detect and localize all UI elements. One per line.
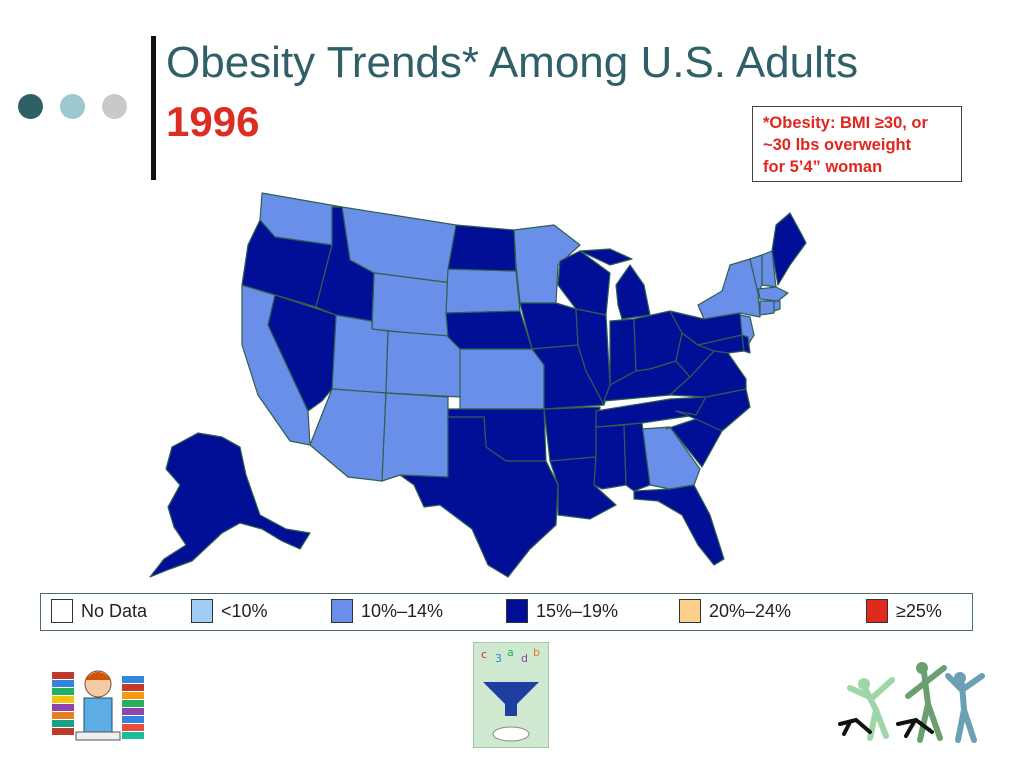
decorative-dots bbox=[18, 94, 127, 119]
state-south-carolina bbox=[665, 418, 723, 468]
title-divider bbox=[151, 36, 156, 180]
legend-swatch bbox=[51, 599, 73, 623]
state-texas bbox=[399, 416, 559, 578]
state-maine bbox=[771, 212, 807, 286]
legend-item-no-data: No Data bbox=[51, 599, 147, 623]
legend-swatch bbox=[506, 599, 528, 623]
state-connecticut bbox=[759, 300, 775, 316]
student-with-books-clipart bbox=[52, 670, 144, 741]
svg-text:3: 3 bbox=[495, 652, 502, 665]
dot-3 bbox=[102, 94, 127, 119]
legend-swatch bbox=[191, 599, 213, 623]
legend-label: 20%–24% bbox=[709, 600, 792, 621]
us-obesity-map bbox=[149, 192, 807, 578]
obesity-definition-note: *Obesity: BMI ≥30, or ~30 lbs overweight… bbox=[752, 106, 962, 182]
legend-label: 10%–14% bbox=[361, 600, 444, 621]
legend-swatch bbox=[331, 599, 353, 623]
dot-2 bbox=[60, 94, 85, 119]
map-legend: No Data <10% 10%–14% 15%–19% 20%–24% ≥25… bbox=[40, 593, 973, 631]
state-north-carolina bbox=[675, 388, 751, 432]
state-alaska bbox=[149, 432, 311, 578]
legend-label: <10% bbox=[221, 600, 268, 621]
legend-label: ≥25% bbox=[896, 600, 942, 621]
dancers-clipart bbox=[838, 662, 985, 743]
state-north-dakota bbox=[447, 224, 517, 272]
state-minnesota bbox=[513, 224, 581, 304]
state-maryland bbox=[697, 334, 745, 354]
state-wyoming bbox=[371, 272, 453, 338]
legend-item-25-plus: ≥25% bbox=[866, 599, 942, 623]
state-alabama bbox=[623, 422, 651, 492]
note-line-3: for 5’4” woman bbox=[763, 158, 883, 176]
svg-text:d: d bbox=[521, 652, 528, 665]
page-title: Obesity Trends* Among U.S. Adults bbox=[166, 38, 859, 87]
state-colorado bbox=[385, 330, 463, 398]
note-line-2: ~30 lbs overweight bbox=[763, 136, 912, 154]
legend-item-10-14: 10%–14% bbox=[331, 599, 443, 623]
legend-swatch bbox=[679, 599, 701, 623]
legend-item-lt10: <10% bbox=[191, 599, 268, 623]
state-arkansas bbox=[543, 406, 601, 462]
state-mississippi bbox=[593, 424, 627, 490]
svg-text:b: b bbox=[533, 646, 540, 659]
legend-swatch bbox=[866, 599, 888, 623]
state-florida bbox=[633, 484, 725, 566]
note-line-1: *Obesity: BMI ≥30, or bbox=[763, 114, 928, 132]
state-rhode-island bbox=[773, 300, 781, 312]
svg-text:a: a bbox=[507, 646, 514, 659]
state-nebraska bbox=[445, 310, 533, 350]
legend-label: 15%–19% bbox=[536, 600, 619, 621]
legend-label: No Data bbox=[81, 600, 148, 621]
state-massachusetts bbox=[757, 286, 789, 302]
svg-text:c: c bbox=[481, 648, 487, 661]
state-idaho bbox=[315, 206, 375, 322]
year-label: 1996 bbox=[166, 98, 260, 145]
state-new-york bbox=[697, 258, 761, 320]
legend-item-20-24: 20%–24% bbox=[679, 599, 791, 623]
dot-1 bbox=[18, 94, 43, 119]
funnel-learning-clipart: c 3 a d b bbox=[473, 642, 549, 748]
state-illinois bbox=[575, 308, 611, 406]
state-south-dakota bbox=[445, 268, 521, 314]
state-arizona bbox=[309, 388, 387, 482]
state-new-mexico bbox=[381, 392, 449, 482]
legend-item-15-19: 15%–19% bbox=[506, 599, 618, 623]
state-delaware bbox=[741, 334, 751, 354]
state-kansas bbox=[459, 348, 545, 410]
state-nevada bbox=[267, 294, 337, 412]
